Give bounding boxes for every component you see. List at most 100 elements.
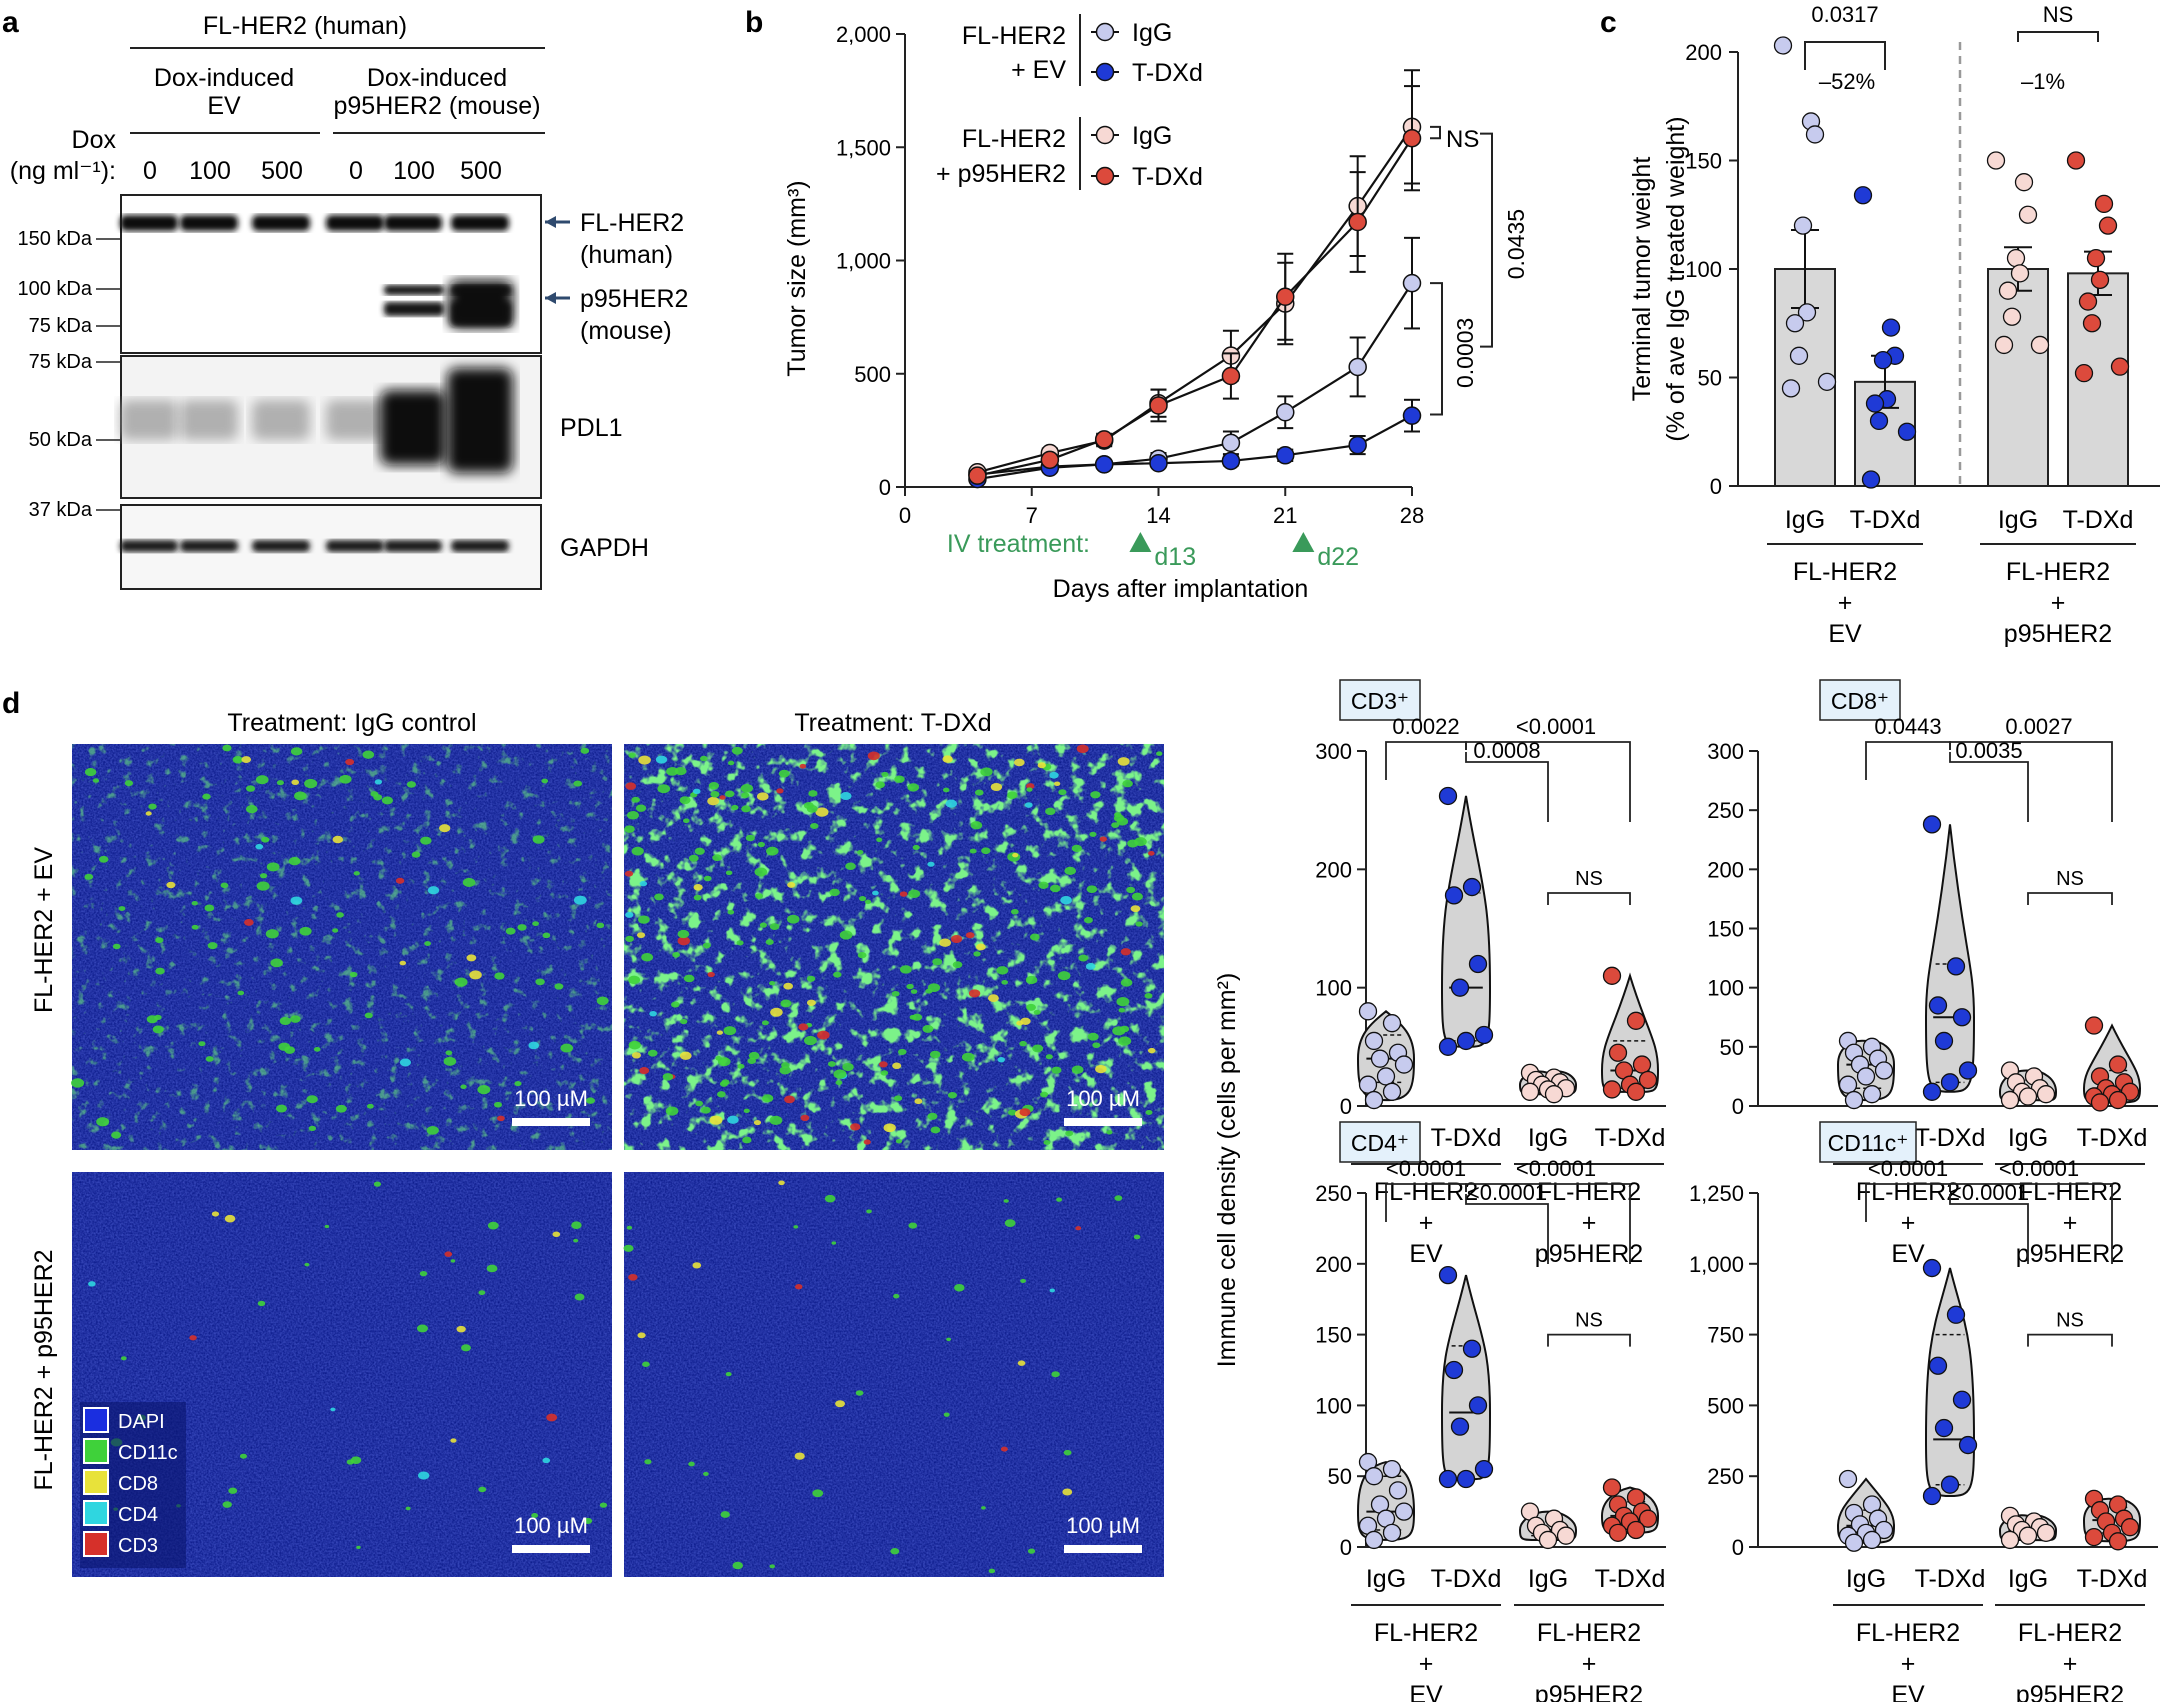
micro-cell xyxy=(1062,1488,1073,1496)
micro-cell xyxy=(806,805,818,813)
b-data-point xyxy=(1094,430,1114,449)
micro-cell xyxy=(707,971,715,978)
violin-data-point xyxy=(1544,1085,1564,1104)
micrograph-ev-igg: 100 µM xyxy=(71,744,612,1150)
micro-cell xyxy=(833,1069,847,1079)
micro-cell xyxy=(635,804,647,812)
micro-cell xyxy=(353,871,360,876)
scale-bar-label: 100 µM xyxy=(514,1086,588,1111)
violin-data-point xyxy=(1364,1467,1384,1486)
channel-legend: DAPI CD11c CD8 CD4 CD3 xyxy=(80,1402,186,1568)
micro-cell xyxy=(639,1067,650,1075)
b-x-tick-label: 21 xyxy=(1273,503,1297,528)
micro-cell xyxy=(1089,831,1097,837)
violin-data-point xyxy=(2084,1527,2104,1547)
micro-cell xyxy=(542,1457,551,1464)
violin-category-label: T-DXd xyxy=(1431,1565,1502,1593)
violin-data-point xyxy=(1382,1523,1402,1542)
micro-cell xyxy=(265,929,279,939)
violin-category-label: T-DXd xyxy=(1915,1565,1986,1593)
band-flher2 xyxy=(326,215,384,231)
violin-data-point xyxy=(1874,1520,1894,1540)
violin-group-label: FL-HER2 xyxy=(1856,1178,1960,1206)
c-bar xyxy=(2067,272,2129,487)
c-data-point xyxy=(1789,346,1809,365)
violin-y-tick-label: 150 xyxy=(1707,917,1744,942)
micro-cell xyxy=(727,909,735,915)
violin-title-box xyxy=(1819,1121,1917,1163)
micro-cell xyxy=(494,972,505,980)
micro-cell xyxy=(806,999,816,1006)
micro-cell xyxy=(335,1104,347,1113)
b-legend-label: IgG xyxy=(1132,122,1172,150)
micro-cell xyxy=(1078,954,1089,962)
micro-cell xyxy=(1086,885,1098,894)
violin-data-point xyxy=(2120,1518,2140,1537)
band-pdl1 xyxy=(180,400,238,440)
micro-cell xyxy=(708,782,720,790)
violin-chart-cd3: CD3⁺0100200300IgGT-DXdIgGT-DXdFL-HER2+EV… xyxy=(1315,679,1666,1268)
micro-cell xyxy=(700,755,708,762)
b-legend-label: T-DXd xyxy=(1132,59,1203,87)
dox-label-1: Dox xyxy=(72,126,117,154)
micro-cell xyxy=(246,785,256,792)
micro-cell xyxy=(356,1545,361,1549)
micro-cell xyxy=(677,929,690,939)
micro-cell xyxy=(124,780,134,787)
micro-cell xyxy=(709,1115,723,1125)
micro-cell xyxy=(808,790,818,797)
violin-data-point xyxy=(1556,1526,1576,1545)
violin-bracket-label: 0.0008 xyxy=(1473,738,1540,763)
micro-cell xyxy=(1135,921,1143,927)
legend-swatch xyxy=(83,1438,109,1464)
violin-data-point xyxy=(1358,1075,1378,1094)
micro-cell xyxy=(719,1081,729,1087)
violin-y-tick-label: 0 xyxy=(1732,1535,1744,1560)
micro-cell xyxy=(769,981,776,986)
micro-cell xyxy=(954,1283,965,1292)
micro-cell xyxy=(1056,1197,1063,1202)
micro-cell xyxy=(817,1030,830,1040)
micro-cell xyxy=(1130,905,1141,913)
micro-cell xyxy=(466,954,477,962)
violin-y-tick-label: 100 xyxy=(1707,976,1744,1001)
c-group-label: + xyxy=(2051,589,2066,617)
micro-cell xyxy=(688,1461,695,1467)
micro-cell xyxy=(191,924,199,930)
micro-cell xyxy=(1144,992,1153,999)
violin-data-point xyxy=(1394,1055,1414,1074)
micro-cell xyxy=(1025,975,1038,985)
band-flher2 xyxy=(252,215,310,231)
micro-cell xyxy=(1004,1219,1016,1227)
violin-bracket xyxy=(1465,1183,1631,1264)
scale-bar-label: 100 µM xyxy=(514,1513,588,1538)
band-pdl1 xyxy=(447,368,513,473)
micro-cell xyxy=(829,888,840,897)
b-data-point xyxy=(1276,287,1295,306)
c-y-tick-label: 150 xyxy=(1685,149,1722,174)
micro-cell xyxy=(278,1042,291,1051)
micro-cell xyxy=(693,894,702,901)
violin-y-tick-label: 750 xyxy=(1707,1323,1744,1348)
micro-cell xyxy=(427,886,440,895)
micro-cell xyxy=(839,930,853,940)
violin-data-point xyxy=(1462,1339,1482,1358)
micro-cell xyxy=(927,861,935,867)
micro-cell xyxy=(863,1139,871,1145)
violin-data-point xyxy=(1862,1085,1882,1104)
micro-cell xyxy=(120,1356,127,1361)
violin-data-point xyxy=(1358,1002,1378,1021)
micro-cell xyxy=(211,1211,220,1217)
group2-line2: p95HER2 (mouse) xyxy=(333,92,540,120)
b-x-tick-label: 28 xyxy=(1400,503,1424,528)
micro-cell xyxy=(224,1214,236,1223)
micro-cell xyxy=(220,882,229,889)
violin-ns-bracket xyxy=(2027,892,2113,905)
violin-ylabel: Immune cell density (cells per mm²) xyxy=(1213,973,1241,1368)
micro-cell xyxy=(405,1506,411,1511)
micro-cell xyxy=(426,1126,439,1135)
micro-cell xyxy=(688,854,699,862)
violin-category-label: T-DXd xyxy=(1595,1124,1666,1152)
micro-cell xyxy=(736,940,744,946)
violin-title: CD4⁺ xyxy=(1351,1130,1409,1156)
